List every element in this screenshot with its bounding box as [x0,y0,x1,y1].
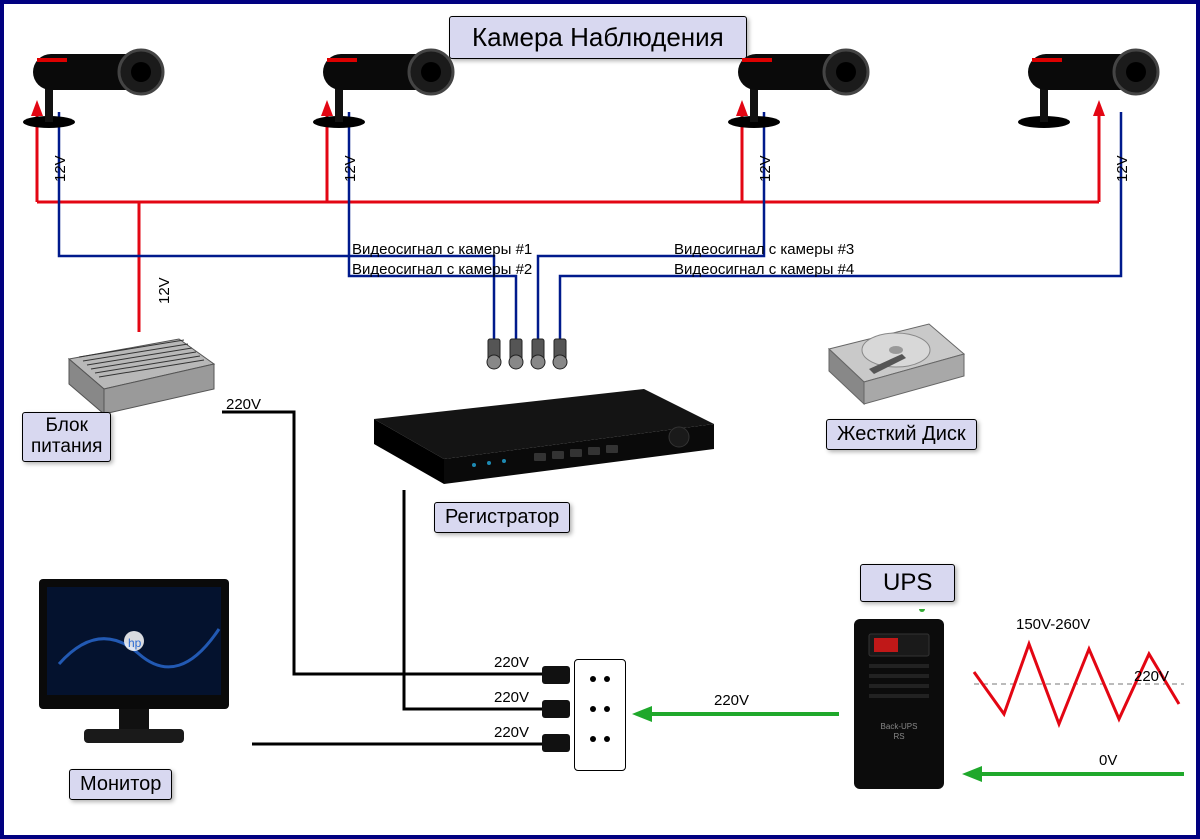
outlet-3 [582,728,618,750]
v12-cam3: 12V [757,155,774,182]
psu-label-l1: Блок [45,415,87,436]
camera-1 [19,34,169,129]
hdd [814,314,974,414]
signal-4: Видеосигнал с камеры #4 [674,261,854,278]
ups-ref-220v: 220V [1134,668,1169,685]
strip-220v-3: 220V [494,724,529,741]
camera-3 [724,34,874,129]
power-supply [59,329,219,419]
svg-text:Back-UPS: Back-UPS [881,722,918,731]
plug-monitor [542,734,570,752]
svg-text:hp: hp [128,636,142,650]
outlet-1 [582,668,618,690]
camera-4 [1014,34,1164,129]
v12-cam4: 12V [1114,155,1131,182]
hdd-label: Жесткий Диск [826,419,977,450]
signal-3: Видеосигнал с камеры #3 [674,241,854,258]
signal-1: Видеосигнал с камеры #1 [352,241,532,258]
plug-dvr [542,700,570,718]
camera-2 [309,34,459,129]
psu-label: Блок питания [22,412,111,462]
v12-psu-riser: 12V [156,277,173,304]
plug-psu [542,666,570,684]
dvr-label: Регистратор [434,502,570,533]
psu-label-l2: питания [31,436,102,457]
monitor-label: Монитор [69,769,172,800]
ups: Back-UPS RS [844,609,964,799]
signal-2: Видеосигнал с камеры #2 [352,261,532,278]
strip-220v-1: 220V [494,654,529,671]
strip-220v-2: 220V [494,689,529,706]
dvr-recorder [364,379,724,489]
v12-cam1: 12V [52,155,69,182]
psu-220v: 220V [226,396,261,413]
monitor: hp [29,569,249,759]
ups-range: 150V-260V [1016,616,1090,633]
svg-text:RS: RS [893,732,904,741]
outlet-2 [582,698,618,720]
title-label: Камера Наблюдения [449,16,747,59]
v12-cam2: 12V [342,155,359,182]
power-strip [574,659,626,771]
ups-zero: 0V [1099,752,1117,769]
ups-label: UPS [860,564,955,602]
ups-out-220v: 220V [714,692,749,709]
